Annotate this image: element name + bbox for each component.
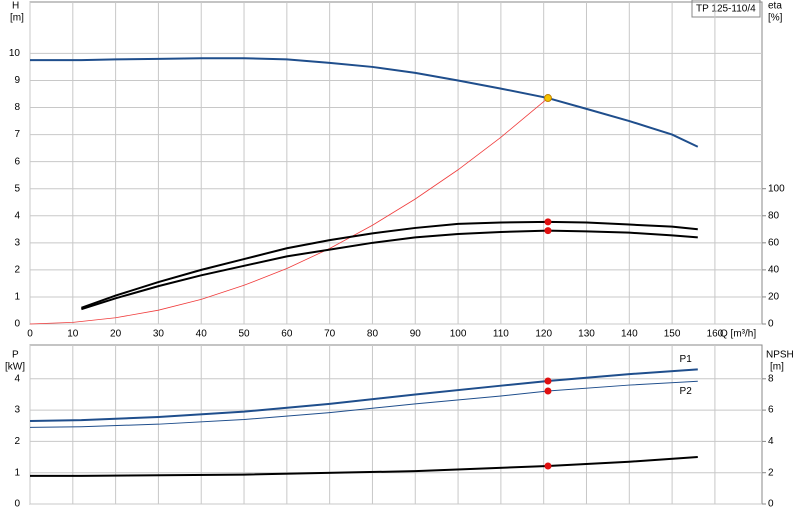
y2-tick-label: 0 bbox=[768, 499, 774, 510]
y-tick-label: 9 bbox=[14, 75, 20, 86]
y-tick-label: 2 bbox=[14, 436, 20, 447]
y-tick-label: 6 bbox=[14, 156, 20, 167]
x-tick-label: 0 bbox=[27, 329, 33, 340]
operating-point bbox=[544, 462, 552, 470]
y-tick-label: 4 bbox=[14, 373, 20, 384]
y-tick-label: 8 bbox=[14, 102, 20, 113]
y-axis-unit: [m] bbox=[10, 13, 24, 24]
y2-tick-label: 60 bbox=[768, 237, 780, 248]
y2-tick-label: 6 bbox=[768, 405, 774, 416]
x-tick-label: 10 bbox=[67, 329, 79, 340]
x-tick-label: 150 bbox=[664, 329, 681, 340]
operating-point bbox=[544, 227, 552, 235]
y2-axis-unit: [m] bbox=[770, 362, 784, 373]
series-line bbox=[81, 229, 698, 311]
series-line bbox=[30, 456, 698, 477]
y2-tick-label: 80 bbox=[768, 210, 780, 221]
title-box bbox=[691, 0, 761, 18]
series-line bbox=[29, 368, 698, 423]
x-tick-label: 80 bbox=[367, 329, 379, 340]
x-tick-label: 70 bbox=[324, 329, 336, 340]
x-tick-label: 60 bbox=[281, 329, 293, 340]
y2-tick-label: 2 bbox=[768, 467, 774, 478]
y-tick-label: 0 bbox=[14, 319, 20, 330]
y2-axis-label: eta bbox=[768, 1, 782, 12]
y-axis-label: H bbox=[12, 1, 19, 12]
x-tick-label: 160 bbox=[707, 329, 724, 340]
y-tick-label: 1 bbox=[14, 467, 20, 478]
series-line bbox=[29, 97, 549, 325]
y-tick-label: 4 bbox=[14, 210, 20, 221]
y2-tick-label: 4 bbox=[768, 436, 774, 447]
chart-title: TP 125-110/4 bbox=[696, 4, 756, 15]
y-tick-label: 3 bbox=[14, 405, 20, 416]
y2-tick-label: 0 bbox=[768, 319, 774, 330]
x-tick-label: 20 bbox=[110, 329, 122, 340]
x-tick-label: 140 bbox=[621, 329, 638, 340]
plot-area bbox=[29, 1, 763, 325]
series-label: P1 bbox=[680, 354, 693, 365]
operating-point bbox=[544, 387, 552, 395]
x-tick-label: 30 bbox=[153, 329, 165, 340]
series-line bbox=[81, 220, 698, 309]
y-tick-label: 5 bbox=[14, 183, 20, 194]
x-tick-label: 120 bbox=[535, 329, 552, 340]
y-tick-label: 10 bbox=[9, 48, 21, 59]
y2-tick-label: 8 bbox=[768, 373, 774, 384]
x-tick-label: 50 bbox=[238, 329, 250, 340]
y2-tick-label: 20 bbox=[768, 292, 780, 303]
operating-point bbox=[543, 94, 552, 103]
y-tick-label: 3 bbox=[14, 237, 20, 248]
y2-tick-label: 40 bbox=[768, 265, 780, 276]
x-tick-label: 90 bbox=[410, 329, 422, 340]
operating-point bbox=[544, 218, 552, 226]
y-axis-unit: [kW] bbox=[5, 362, 25, 373]
operating-point bbox=[544, 377, 552, 385]
y-tick-label: 1 bbox=[14, 292, 20, 303]
series-line bbox=[29, 380, 698, 428]
series-line bbox=[30, 57, 699, 148]
x-tick-label: 100 bbox=[450, 329, 467, 340]
y-tick-label: 0 bbox=[14, 499, 20, 510]
x-tick-label: 130 bbox=[578, 329, 595, 340]
y-tick-label: 7 bbox=[14, 129, 20, 140]
y2-axis-unit: [%] bbox=[768, 13, 783, 24]
x-axis-label: Q [m³/h] bbox=[720, 329, 756, 340]
y-axis-label: P bbox=[12, 350, 19, 361]
series-label: P2 bbox=[680, 386, 693, 397]
y2-axis-label: NPSH bbox=[766, 350, 794, 361]
y2-tick-label: 100 bbox=[768, 183, 785, 194]
x-tick-label: 40 bbox=[196, 329, 208, 340]
x-tick-label: 110 bbox=[493, 329, 509, 340]
y-tick-label: 2 bbox=[14, 265, 20, 276]
